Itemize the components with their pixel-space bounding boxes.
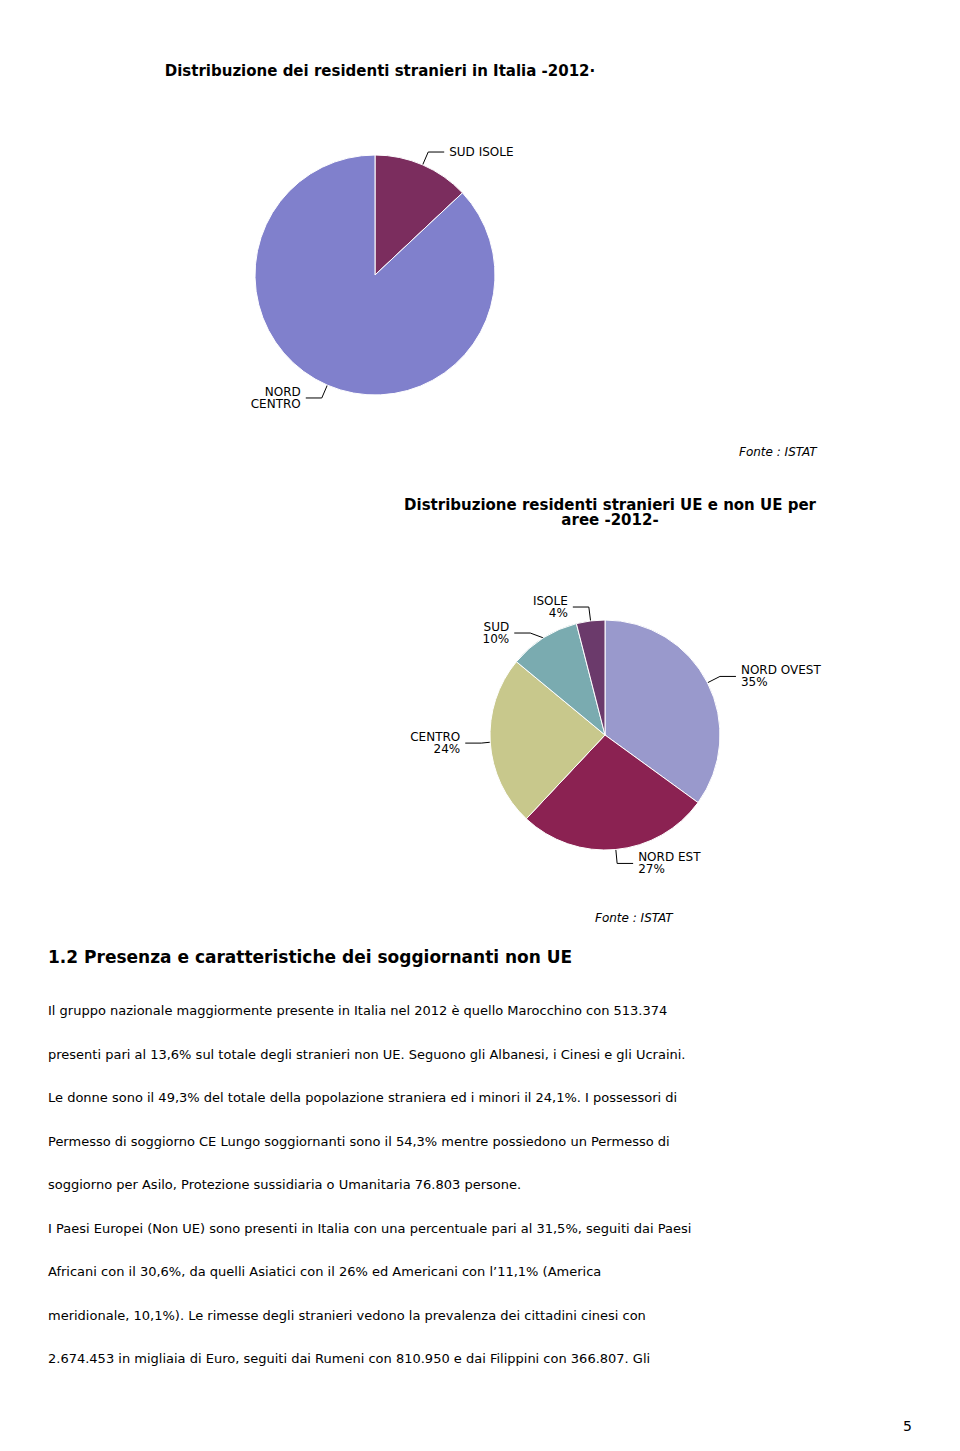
- svg-text:2.674.453 in migliaia di Euro,: 2.674.453 in migliaia di Euro, seguiti d…: [48, 1351, 650, 1366]
- svg-text:meridionale, 10,1%). Le rimess: meridionale, 10,1%). Le rimesse degli st…: [48, 1308, 646, 1323]
- svg-text:CENTRO: CENTRO: [410, 730, 461, 745]
- svg-text:4%: 4%: [549, 606, 568, 620]
- svg-text:NORD EST: NORD EST: [638, 850, 701, 865]
- svg-text:27%: 27%: [638, 862, 665, 876]
- svg-text:SUD: SUD: [483, 620, 510, 634]
- svg-text:NORD: NORD: [264, 385, 301, 399]
- svg-text:presenti pari al 13,6% sul tot: presenti pari al 13,6% sul totale degli …: [48, 1047, 686, 1062]
- svg-text:ISOLE: ISOLE: [533, 594, 568, 608]
- svg-text:Il gruppo nazionale maggiormen: Il gruppo nazionale maggiormente present…: [48, 1003, 667, 1018]
- svg-text:CENTRO: CENTRO: [251, 397, 301, 411]
- svg-text:soggiorno per Asilo, Protezion: soggiorno per Asilo, Protezione sussidia…: [48, 1177, 521, 1192]
- svg-text:Fonte : ISTAT: Fonte : ISTAT: [739, 445, 818, 459]
- svg-text:aree -2012-: aree -2012-: [561, 511, 658, 529]
- svg-text:35%: 35%: [741, 675, 768, 689]
- svg-text:NORD OVEST: NORD OVEST: [740, 663, 821, 678]
- svg-text:I Paesi Europei (Non UE) sono: I Paesi Europei (Non UE) sono presenti i…: [48, 1221, 691, 1236]
- svg-text:10%: 10%: [483, 632, 510, 646]
- svg-text:Distribuzione residenti strani: Distribuzione residenti stranieri UE e n…: [404, 495, 816, 514]
- svg-text:Permesso di soggiorno CE Lungo: Permesso di soggiorno CE Lungo soggiorna…: [48, 1134, 670, 1149]
- svg-text:Fonte : ISTAT: Fonte : ISTAT: [595, 911, 674, 925]
- svg-text:Le donne sono il 49,3% del tot: Le donne sono il 49,3% del totale della …: [48, 1090, 677, 1105]
- svg-text:1.2 Presenza e caratteristiche: 1.2 Presenza e caratteristiche dei soggi…: [48, 947, 572, 967]
- svg-text:Distribuzione dei residenti st: Distribuzione dei residenti stranieri in…: [165, 62, 596, 80]
- svg-text:5: 5: [903, 1418, 912, 1434]
- svg-text:Africani con il 30,6%, da quel: Africani con il 30,6%, da quelli Asiatic…: [48, 1264, 601, 1279]
- svg-text:SUD ISOLE: SUD ISOLE: [449, 145, 513, 159]
- svg-text:24%: 24%: [434, 742, 461, 756]
